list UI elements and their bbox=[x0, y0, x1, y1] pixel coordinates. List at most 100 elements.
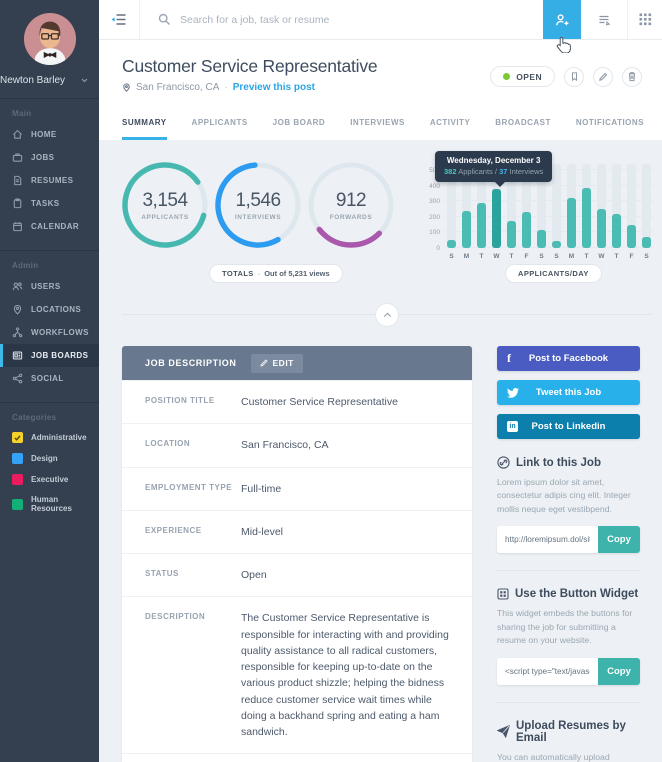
tab-applicants[interactable]: APPLICANTS bbox=[191, 118, 248, 127]
category-administrative[interactable]: Administrative bbox=[0, 427, 99, 448]
widget-section-text: This widget embeds the buttons for shari… bbox=[497, 608, 633, 646]
sidebar-item-social[interactable]: SOCIAL bbox=[0, 367, 99, 390]
tweet-this-job-button[interactable]: Tweet this Job bbox=[497, 380, 640, 405]
bar-track bbox=[642, 164, 651, 248]
tab-notifications[interactable]: NOTIFICATIONS bbox=[575, 118, 645, 127]
chart-bar[interactable] bbox=[459, 164, 474, 248]
chart-bar[interactable] bbox=[639, 164, 654, 248]
sidebar-item-workflows[interactable]: WORKFLOWS bbox=[0, 321, 99, 344]
copy-widget-button[interactable]: Copy bbox=[598, 657, 640, 685]
pencil-icon bbox=[599, 72, 608, 81]
copy-link-button[interactable]: Copy bbox=[598, 526, 640, 554]
add-user-button[interactable] bbox=[543, 0, 581, 39]
field-value: Open bbox=[241, 569, 267, 582]
content-columns: JOB DESCRIPTION EDIT POSITION TITLE Cust… bbox=[99, 315, 662, 762]
edit-job-button[interactable] bbox=[593, 66, 613, 87]
x-tick-label: F bbox=[524, 253, 529, 260]
field-location: LOCATION San Francisco, CA bbox=[122, 423, 472, 466]
chart-bar[interactable] bbox=[564, 164, 579, 248]
queue-button[interactable] bbox=[581, 0, 627, 39]
user-name[interactable]: Newton Barley bbox=[0, 75, 99, 86]
widget-code-input[interactable] bbox=[497, 657, 598, 685]
field-description: DESCRIPTION The Customer Service Represe… bbox=[122, 596, 472, 753]
sidebar: Newton Barley Main HOME JOBS RESUMES TAS… bbox=[0, 0, 99, 762]
totals-pill[interactable]: TOTALS · Out of 5,231 views bbox=[209, 264, 343, 283]
bookmark-button[interactable] bbox=[564, 66, 584, 87]
chart-bar[interactable] bbox=[624, 164, 639, 248]
apps-grid-button[interactable] bbox=[627, 0, 662, 39]
sidebar-item-resumes[interactable]: RESUMES bbox=[0, 169, 99, 192]
chart-bar[interactable] bbox=[489, 164, 504, 248]
edit-description-button[interactable]: EDIT bbox=[250, 353, 303, 373]
category-human-resources[interactable]: Human Resources bbox=[0, 490, 99, 518]
category-swatch[interactable] bbox=[12, 453, 23, 464]
category-label: Executive bbox=[31, 475, 69, 484]
chart-bar[interactable] bbox=[519, 164, 534, 248]
field-label: EXPERIENCE bbox=[145, 525, 202, 535]
y-tick-label: 100 bbox=[429, 229, 440, 237]
tab-activity[interactable]: ACTIVITY bbox=[429, 118, 471, 127]
applicants-count: 3,154 bbox=[142, 189, 188, 211]
interviews-label: INTERVIEWS bbox=[234, 213, 282, 221]
linkedin-icon: in bbox=[507, 414, 518, 439]
chart-bar[interactable] bbox=[579, 164, 594, 248]
post-to-facebook-button[interactable]: f Post to Facebook bbox=[497, 346, 640, 371]
sidebar-collapse-button[interactable] bbox=[99, 0, 140, 39]
map-pin-icon bbox=[13, 304, 22, 315]
totals-label: TOTALS bbox=[222, 269, 254, 278]
tab-summary[interactable]: SUMMARY bbox=[122, 118, 167, 140]
applicants-per-day-pill[interactable]: APPLICANTS/DAY bbox=[505, 264, 602, 283]
field-status: STATUS Open bbox=[122, 553, 472, 596]
tab-bar: SUMMARY APPLICANTS JOB BOARD INTERVIEWS … bbox=[122, 118, 662, 140]
category-design[interactable]: Design bbox=[0, 448, 99, 469]
sidebar-item-users[interactable]: USERS bbox=[0, 275, 99, 298]
y-tick-label: 400 bbox=[429, 182, 440, 190]
email-section-title: Upload Resumes by Email bbox=[497, 720, 640, 744]
chart-bar[interactable] bbox=[594, 164, 609, 248]
preview-post-link[interactable]: Preview this post bbox=[232, 82, 315, 93]
sidebar-item-jobs[interactable]: JOBS bbox=[0, 146, 99, 169]
collapse-summary-button[interactable] bbox=[375, 303, 399, 327]
sidebar-item-job-boards[interactable]: JOB BOARDS bbox=[0, 344, 99, 367]
gridline bbox=[444, 215, 654, 217]
user-name-label: Newton Barley bbox=[0, 75, 66, 86]
search-input[interactable] bbox=[180, 13, 440, 26]
facebook-label: Post to Facebook bbox=[528, 353, 609, 364]
paper-plane-icon bbox=[497, 725, 510, 739]
y-tick-label: 300 bbox=[429, 198, 440, 206]
search-box[interactable] bbox=[140, 0, 543, 39]
sidebar-item-tasks[interactable]: TASKS bbox=[0, 192, 99, 215]
chart-bar[interactable] bbox=[534, 164, 549, 248]
chart-bar[interactable] bbox=[609, 164, 624, 248]
chart-bar[interactable] bbox=[474, 164, 489, 248]
status-badge[interactable]: OPEN bbox=[490, 66, 555, 87]
tab-interviews[interactable]: INTERVIEWS bbox=[350, 118, 405, 127]
forwards-count: 912 bbox=[335, 189, 367, 211]
category-swatch[interactable] bbox=[12, 498, 23, 510]
sidebar-item-home[interactable]: HOME bbox=[0, 123, 99, 146]
field-value: The Customer Service Representative is r… bbox=[241, 612, 449, 739]
tab-job-board[interactable]: JOB BOARD bbox=[272, 118, 326, 127]
tab-broadcast[interactable]: BROADCAST bbox=[495, 118, 551, 127]
sidebar-item-calendar[interactable]: CALENDAR bbox=[0, 215, 99, 238]
user-profile[interactable]: Newton Barley bbox=[0, 0, 99, 86]
user-avatar[interactable] bbox=[23, 12, 77, 66]
delete-job-button[interactable] bbox=[622, 66, 642, 87]
checkbox-checked-icon[interactable] bbox=[12, 432, 23, 443]
chart-bar[interactable] bbox=[444, 164, 459, 248]
category-label: Design bbox=[31, 454, 58, 463]
category-swatch[interactable] bbox=[12, 474, 23, 485]
sidebar-item-locations[interactable]: LOCATIONS bbox=[0, 298, 99, 321]
post-to-linkedin-button[interactable]: in Post to Linkedin bbox=[497, 414, 640, 439]
category-label: Human Resources bbox=[31, 495, 72, 513]
separator: · bbox=[224, 82, 228, 93]
job-link-input[interactable] bbox=[497, 526, 598, 554]
edit-label: EDIT bbox=[272, 358, 294, 368]
link-section-title: Link to this Job bbox=[497, 456, 640, 469]
chart-bar[interactable] bbox=[549, 164, 564, 248]
chart-bar[interactable] bbox=[504, 164, 519, 248]
category-executive[interactable]: Executive bbox=[0, 469, 99, 490]
bar-track bbox=[537, 164, 546, 248]
topbar bbox=[99, 0, 662, 40]
